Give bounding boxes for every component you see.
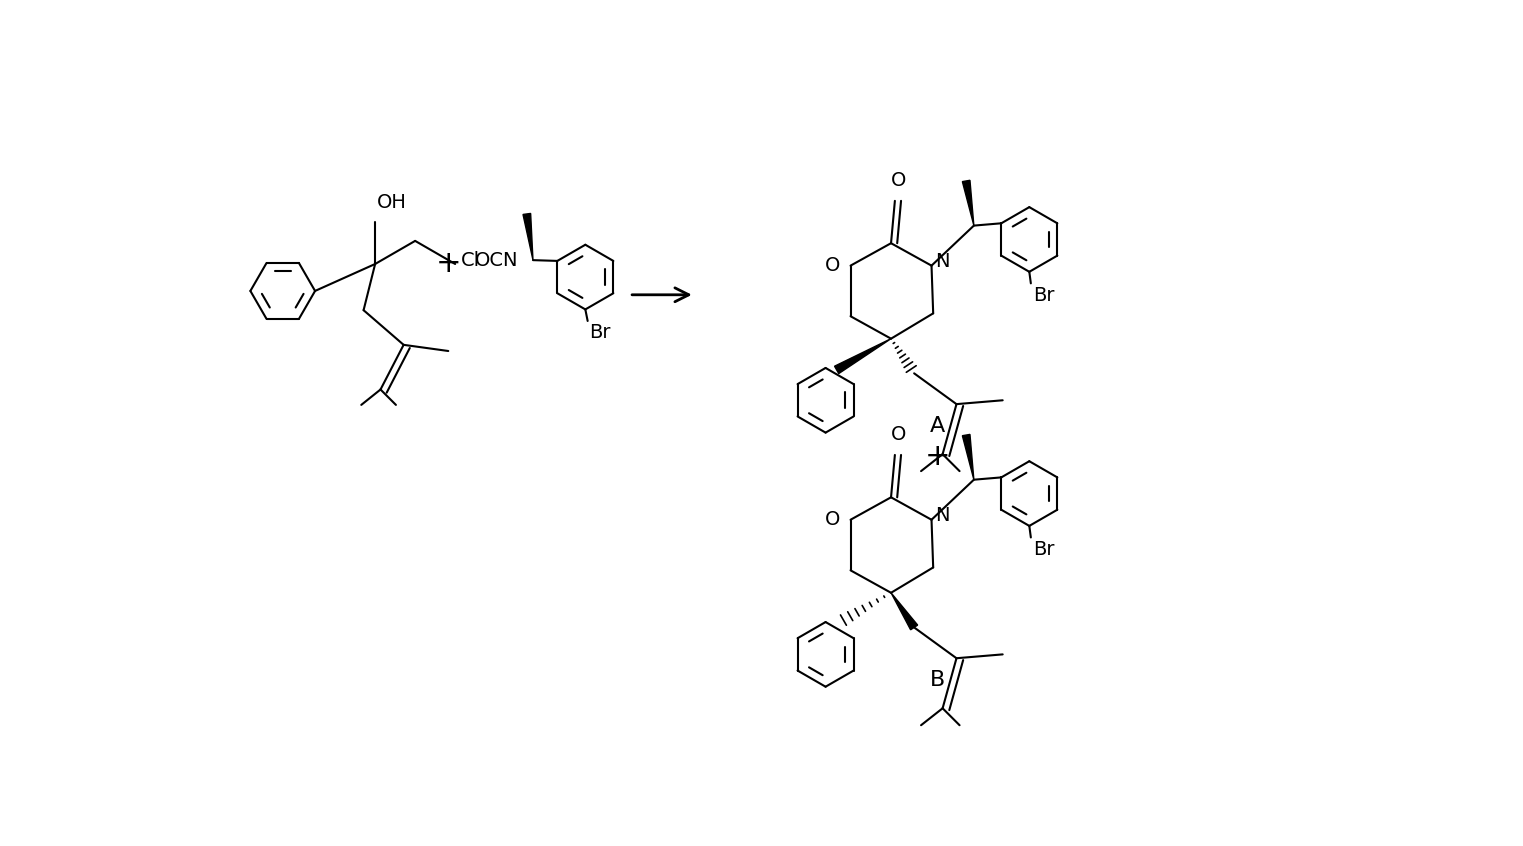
- Text: OH: OH: [376, 194, 407, 212]
- Text: Br: Br: [589, 323, 611, 343]
- Text: Br: Br: [1033, 286, 1054, 305]
- Polygon shape: [963, 434, 973, 480]
- Text: O: O: [824, 256, 839, 275]
- Text: +: +: [436, 250, 461, 278]
- Text: B: B: [929, 670, 944, 689]
- Polygon shape: [835, 338, 891, 374]
- Text: OCN: OCN: [475, 250, 519, 270]
- Text: Br: Br: [1033, 540, 1054, 558]
- Text: +: +: [924, 442, 950, 471]
- Polygon shape: [891, 593, 918, 629]
- Polygon shape: [522, 213, 533, 260]
- Text: O: O: [891, 171, 906, 190]
- Text: N: N: [935, 252, 950, 272]
- Text: O: O: [891, 426, 906, 444]
- Polygon shape: [963, 180, 973, 226]
- Text: Cl: Cl: [461, 250, 480, 270]
- Text: N: N: [935, 507, 950, 525]
- Text: A: A: [929, 415, 944, 436]
- Text: O: O: [824, 510, 839, 530]
